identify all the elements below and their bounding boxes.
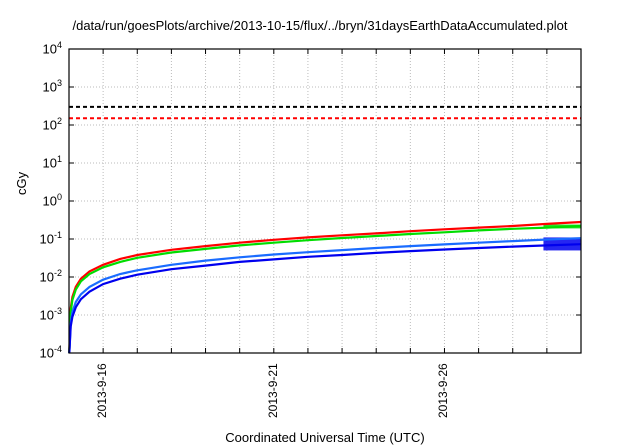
y-tick-exponent: 4 [56,40,62,50]
y-tick-exponent: 3 [56,78,62,88]
y-tick-exponent: -4 [53,344,62,354]
light-blue-series-line [68,237,582,354]
y-tick-base: 10 [42,193,57,209]
y-tick-exponent: 2 [56,116,62,126]
y-tick-exponent: -2 [53,268,62,278]
plot-frame [68,48,582,354]
y-tick-label: 10-1 [22,230,62,246]
y-tick-label: 10-3 [22,306,62,322]
y-tick-base: 10 [42,41,57,57]
y-tick-label: 103 [22,78,62,94]
y-tick-base: 10 [42,155,57,171]
y-tick-label: 10-2 [22,268,62,284]
x-axis-label: Coordinated Universal Time (UTC) [225,430,425,445]
y-tick-base: 10 [39,231,54,247]
y-tick-base: 10 [39,269,54,285]
y-tick-label: 10-4 [22,344,62,360]
y-tick-base: 10 [42,117,57,133]
y-tick-exponent: 0 [56,192,62,202]
y-tick-label: 100 [22,192,62,208]
y-tick-label: 104 [22,40,62,56]
y-tick-label: 102 [22,116,62,132]
y-tick-base: 10 [39,307,54,323]
y-tick-label: 101 [22,154,62,170]
y-tick-base: 10 [39,345,54,361]
green-series-line [68,224,582,354]
y-tick-base: 10 [42,79,57,95]
dark-blue-series-line [68,243,582,354]
x-tick-label: 2013-9-16 [95,363,110,418]
x-tick-label: 2013-9-26 [436,363,451,418]
y-tick-exponent: -1 [53,230,62,240]
x-tick-label: 2013-9-21 [265,363,280,418]
chart-title: /data/run/goesPlots/archive/2013-10-15/f… [72,18,568,33]
y-tick-exponent: -3 [53,306,62,316]
y-tick-exponent: 1 [56,154,62,164]
red-series-line [68,220,582,354]
